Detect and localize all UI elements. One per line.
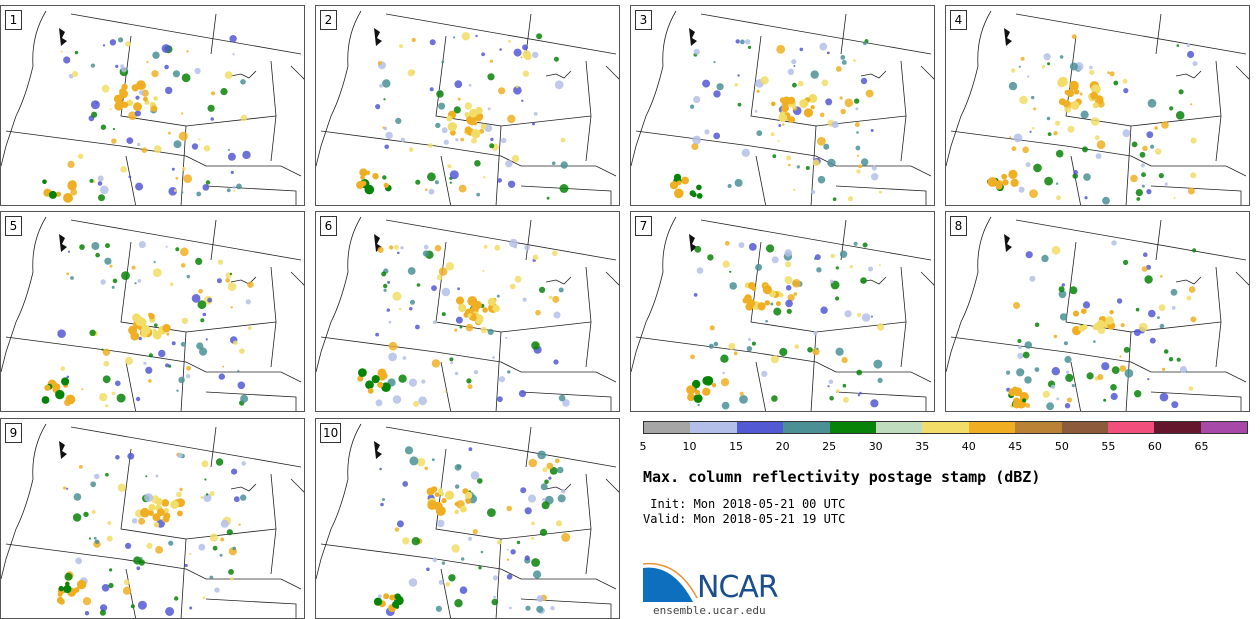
- init-time: Init: Mon 2018-05-21 00 UTC: [643, 497, 846, 511]
- stamp-panel: 4: [945, 5, 1250, 206]
- stamp-member-label: 10: [320, 423, 342, 443]
- colorbar-tick-label: 25: [822, 440, 837, 453]
- colorbar-segment: [690, 422, 737, 433]
- colorbar-segment: [875, 422, 923, 433]
- stamp-panel: 10: [315, 418, 620, 619]
- ncar-logo-icon: [643, 562, 698, 602]
- colorbar-tick-label: 50: [1054, 440, 1069, 453]
- map-plot: [1, 423, 304, 618]
- stamp-member-label: 6: [320, 216, 337, 236]
- stamp-panel: 6: [315, 211, 620, 412]
- colorbar: [643, 421, 1248, 434]
- colorbar-tick-label: 45: [1008, 440, 1023, 453]
- colorbar-tick-label: 35: [915, 440, 930, 453]
- colorbar-segment: [1107, 422, 1155, 433]
- colorbar-tick-label: 65: [1194, 440, 1209, 453]
- colorbar-segment: [644, 422, 691, 433]
- stamp-panel: 3: [630, 5, 935, 206]
- map-plot: [1, 216, 304, 411]
- colorbar-tick-label: 60: [1147, 440, 1162, 453]
- colorbar-tick-label: 10: [682, 440, 697, 453]
- stamp-member-label: 8: [950, 216, 967, 236]
- stamp-panel: 2: [315, 5, 620, 206]
- map-plot: [631, 10, 934, 205]
- map-plot: [316, 216, 619, 411]
- stamp-panel: 7: [630, 211, 935, 412]
- stamp-member-label: 3: [635, 10, 652, 30]
- stamp-panel: 9: [0, 418, 305, 619]
- colorbar-tick-label: 15: [729, 440, 744, 453]
- map-plot: [316, 423, 619, 618]
- stamp-panel: 8: [945, 211, 1250, 412]
- colorbar-segment: [829, 422, 876, 433]
- colorbar-segment: [783, 422, 830, 433]
- colorbar-tick-label: 30: [868, 440, 883, 453]
- stamp-panel: 5: [0, 211, 305, 412]
- map-plot: [946, 216, 1249, 411]
- colorbar-segment: [1015, 422, 1062, 433]
- website-url: ensemble.ucar.edu: [653, 604, 766, 617]
- ncar-logo-text: NCAR: [697, 570, 779, 605]
- colorbar-tick-label: 5: [639, 440, 647, 453]
- valid-time: Valid: Mon 2018-05-21 19 UTC: [643, 512, 846, 526]
- colorbar-segment: [736, 422, 784, 433]
- stamp-member-label: 2: [320, 10, 337, 30]
- colorbar-tick-label: 40: [961, 440, 976, 453]
- colorbar-segment: [1154, 422, 1201, 433]
- stamp-panel: 1: [0, 5, 305, 206]
- colorbar-ticks: 5 10 15 20 25 30 35 40 45 50 55 60 65: [639, 440, 1248, 454]
- colorbar-segment: [922, 422, 969, 433]
- stamp-member-label: 9: [5, 423, 22, 443]
- stamp-member-label: 7: [635, 216, 652, 236]
- colorbar-tick-label: 55: [1101, 440, 1116, 453]
- figure-title: Max. column reflectivity postage stamp (…: [643, 468, 1041, 486]
- colorbar-segment: [1200, 422, 1248, 433]
- stamp-member-label: 5: [5, 216, 22, 236]
- colorbar-segment: [968, 422, 1016, 433]
- map-plot: [631, 216, 934, 411]
- colorbar-tick-label: 20: [775, 440, 790, 453]
- map-plot: [1, 10, 304, 205]
- map-plot: [946, 10, 1249, 205]
- stamp-member-label: 4: [950, 10, 967, 30]
- map-plot: [316, 10, 619, 205]
- colorbar-segment: [1061, 422, 1108, 433]
- stamp-member-label: 1: [5, 10, 22, 30]
